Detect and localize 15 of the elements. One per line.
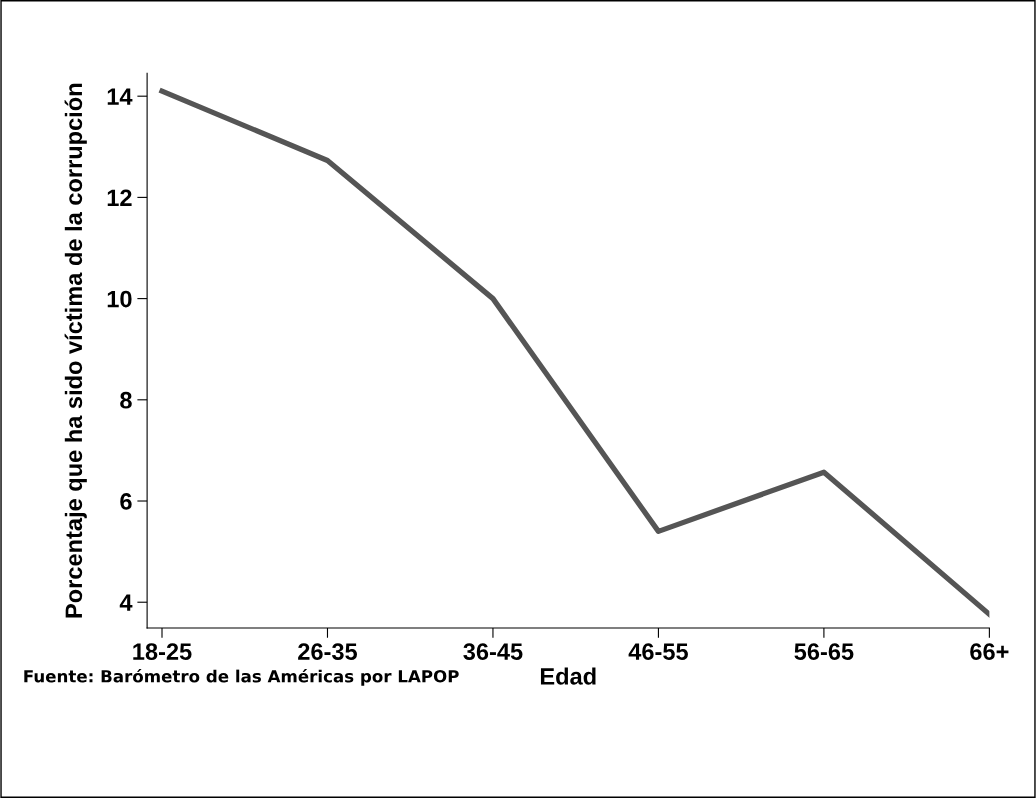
y-tick-label: 6 [120,493,132,510]
x-tick-label: 26-35 [298,643,358,660]
y-tick-label: 4 [119,594,133,611]
y-axis-title: Porcentaje que ha sido víctima de la corrupción [64,83,87,618]
x-tick-label: 56-65 [794,643,854,660]
y-tick-label: 10 [107,290,132,308]
x-axis-title: Edad [540,667,596,685]
x-tick-label: 18-25 [133,643,192,660]
x-tick-label: 46-55 [628,643,688,660]
source-note: Fuente: Barómetro de las Américas por LAPOP [24,668,459,686]
x-tick-label: 66+ [970,643,1009,660]
y-tick-label: 14 [107,88,133,105]
y-tick-label: 8 [120,391,132,409]
y-tick-label: 12 [107,189,132,206]
x-tick-label: 36-45 [463,643,523,660]
